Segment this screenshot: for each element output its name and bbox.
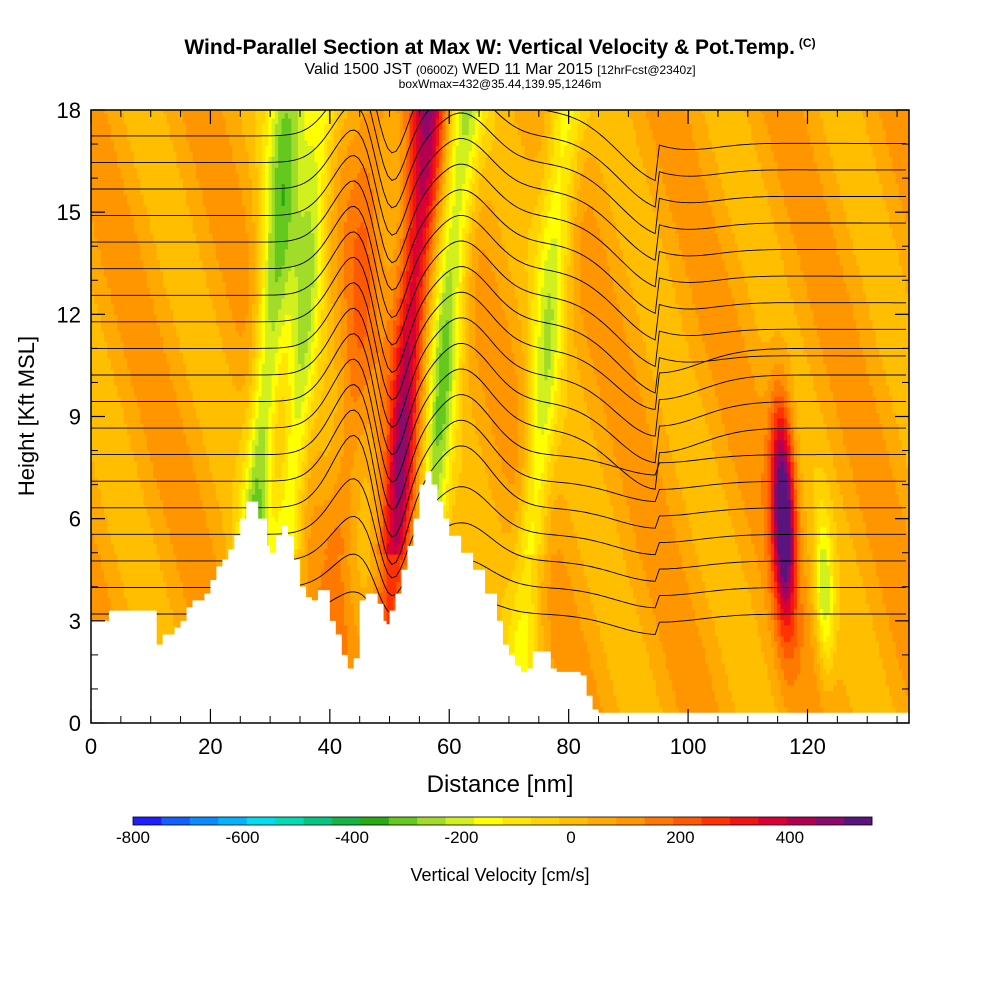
cross-section-plot: 0 20 40 60 80 100 1200369121518 Distance [nm] … [0, 0, 1000, 1000]
